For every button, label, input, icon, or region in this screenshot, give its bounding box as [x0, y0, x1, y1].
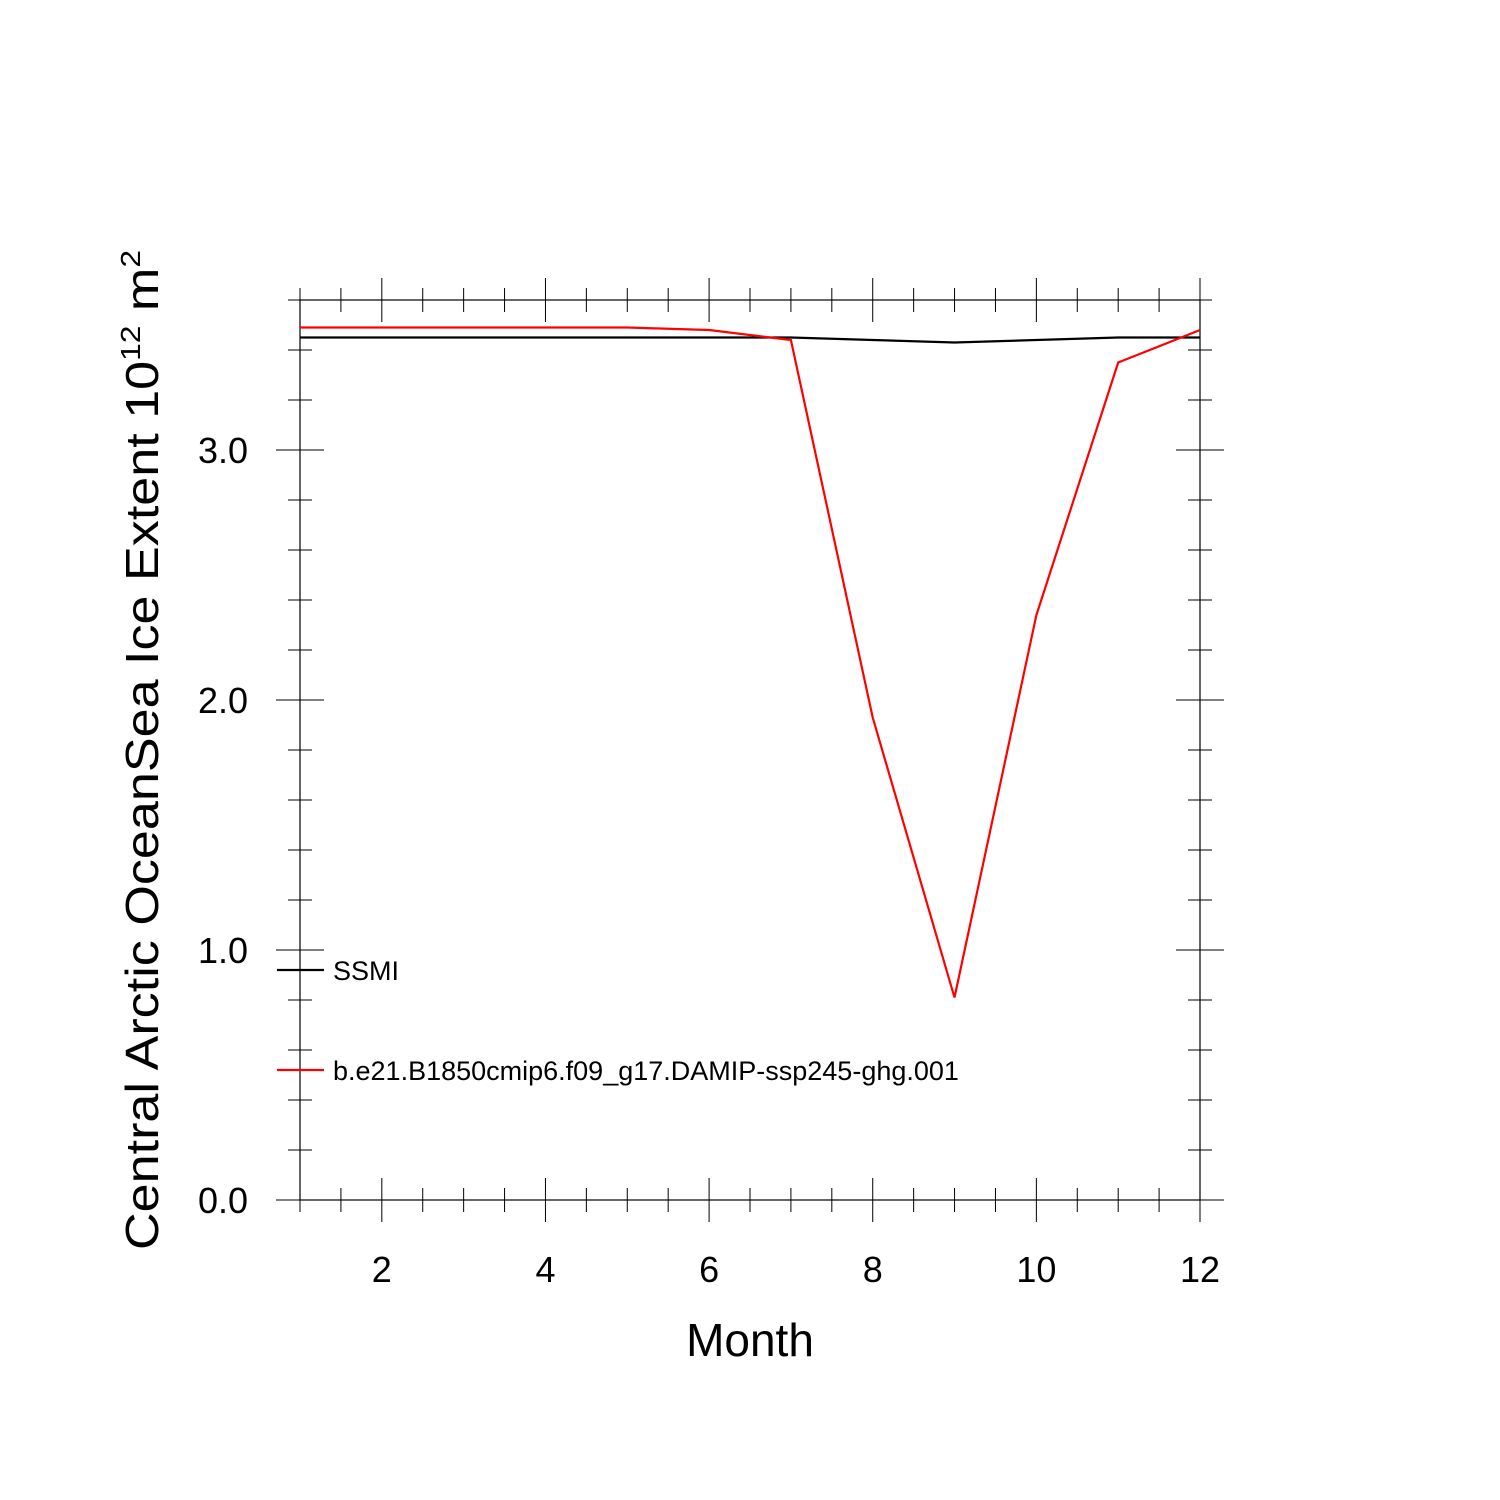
x-tick-label: 10 [1016, 1249, 1056, 1290]
plot-frame [299, 299, 1201, 1201]
y-axis-label-unit-exponent: 2 [115, 250, 146, 268]
y-tick-label: 2.0 [198, 680, 248, 721]
series-lines [300, 326, 1201, 998]
y-tick-label: 0.0 [198, 1180, 248, 1221]
y-axis-label-text: Central Arctic OceanSea Ice Extent 10 [116, 361, 168, 1250]
x-tick-label: 4 [535, 1249, 555, 1290]
y-axis-label: Central Arctic OceanSea Ice Extent 1012 … [115, 250, 168, 1250]
y-axis-label-unit: m [116, 268, 168, 326]
y-axis-label-exponent: 12 [115, 326, 146, 361]
y-tick-label: 1.0 [198, 930, 248, 971]
x-tick-labels: 2 4 6 8 10 12 [372, 1249, 1220, 1290]
x-tick-label: 8 [863, 1249, 883, 1290]
legend: SSMI b.e21.B1850cmip6.f09_g17.DAMIP-ssp24… [277, 956, 959, 1086]
major-ticks [276, 278, 1224, 1222]
series-line-2 [300, 326, 1201, 998]
x-axis-label: Month [686, 1314, 814, 1366]
y-tick-labels: 0.0 1.0 2.0 3.0 [198, 430, 248, 1221]
series-line-1 [300, 336, 1200, 344]
x-tick-label: 2 [372, 1249, 392, 1290]
x-tick-label: 12 [1180, 1249, 1220, 1290]
minor-ticks [288, 288, 1212, 1212]
x-tick-label: 6 [699, 1249, 719, 1290]
legend-label: SSMI [333, 956, 399, 986]
y-tick-label: 3.0 [198, 430, 248, 471]
legend-label: b.e21.B1850cmip6.f09_g17.DAMIP-ssp245-gh… [333, 1056, 959, 1086]
